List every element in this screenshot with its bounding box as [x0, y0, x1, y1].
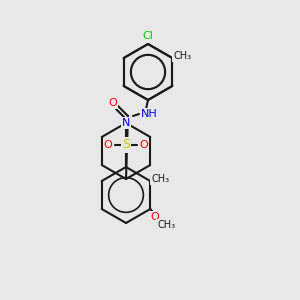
- Text: CH₃: CH₃: [173, 51, 191, 61]
- Text: O: O: [109, 98, 117, 108]
- Text: N: N: [122, 118, 130, 128]
- Text: CH₃: CH₃: [157, 220, 175, 230]
- Text: O: O: [151, 212, 160, 222]
- Text: NH: NH: [141, 109, 158, 119]
- Text: O: O: [140, 140, 148, 150]
- Text: CH₃: CH₃: [151, 174, 169, 184]
- Text: Cl: Cl: [142, 31, 153, 41]
- Text: S: S: [122, 139, 130, 152]
- Text: O: O: [103, 140, 112, 150]
